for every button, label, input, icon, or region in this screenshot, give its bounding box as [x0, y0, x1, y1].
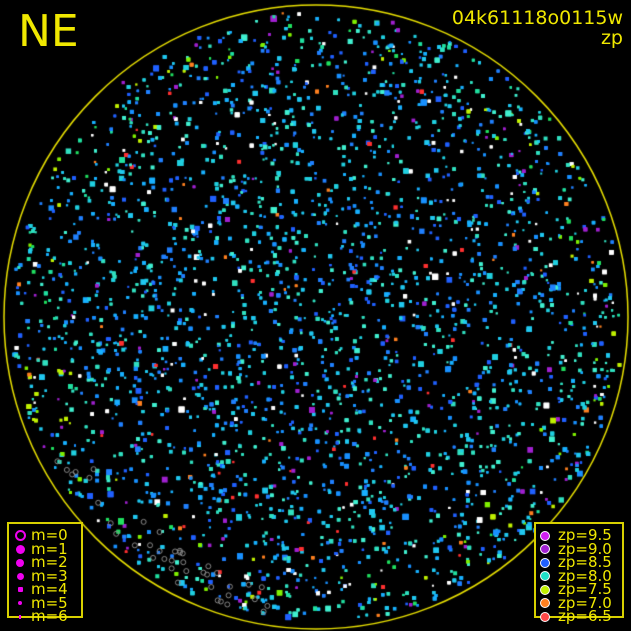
zp-legend-item: zp=9.0: [540, 539, 622, 558]
magnitude-legend-label: m=6: [31, 607, 68, 625]
zp-legend-item: zp=8.0: [540, 566, 622, 585]
magnitude-legend: m=0 m=1 m=2 m=3 m=4 m=5 m=6: [7, 522, 83, 623]
zp-legend-label: zp=7.0: [558, 593, 612, 612]
zp-legend-label: zp=6.5: [558, 607, 612, 625]
magnitude-legend-label: m=0: [31, 526, 68, 544]
zp-legend-item: zp=8.5: [540, 553, 622, 571]
color-swatch-icon: [540, 544, 550, 555]
image-identifier: 04k61118o0115w zp: [452, 8, 623, 48]
zp-legend-label: zp=8.0: [558, 566, 612, 585]
dot-marker-icon: [16, 572, 24, 580]
dot-marker-icon: [17, 587, 23, 593]
magnitude-legend-item: m=4: [9, 580, 81, 598]
color-swatch-icon: [540, 584, 550, 595]
zp-legend-item: zp=6.5: [540, 607, 622, 625]
magnitude-legend-item: m=5: [9, 593, 81, 612]
zp-legend-label: zp=8.5: [558, 553, 612, 571]
zeropoint-legend: zp=9.5 zp=9.0 zp=8.5 zp=8.0 zp=7.5 zp=7.0 zp=6…: [534, 522, 624, 623]
magnitude-legend-item: m=3: [9, 566, 81, 585]
zp-legend-item: zp=7.0: [540, 593, 622, 612]
image-id: 04k61118o0115w: [451, 7, 623, 29]
direction-label: NE: [18, 6, 79, 57]
color-swatch-icon: [540, 598, 550, 609]
ring-marker-icon: [14, 530, 26, 542]
dot-marker-icon: [19, 614, 21, 619]
magnitude-legend-label: m=1: [31, 539, 68, 558]
magnitude-legend-label: m=2: [31, 553, 68, 571]
magnitude-legend-item: m=2: [9, 553, 81, 571]
dot-marker-icon: [15, 544, 25, 554]
magnitude-legend-item: m=0: [9, 526, 81, 544]
magnitude-legend-label: m=3: [31, 566, 68, 585]
color-swatch-icon: [540, 530, 550, 541]
zp-legend-item: zp=9.5: [540, 526, 622, 544]
magnitude-legend-label: m=5: [31, 593, 68, 612]
zp-legend-label: zp=7.5: [558, 580, 612, 598]
zp-legend-label: zp=9.0: [558, 539, 612, 558]
color-swatch-icon: [540, 611, 550, 622]
magnitude-legend-item: m=6: [9, 607, 81, 625]
magnitude-legend-label: m=4: [31, 580, 68, 598]
magnitude-legend-item: m=1: [9, 539, 81, 558]
color-swatch-icon: [540, 557, 550, 568]
zp-legend-item: zp=7.5: [540, 580, 622, 598]
dot-marker-icon: [16, 558, 24, 567]
dot-marker-icon: [18, 601, 22, 606]
plot-mode: zp: [600, 27, 623, 49]
color-swatch-icon: [540, 571, 550, 582]
zp-legend-label: zp=9.5: [558, 526, 612, 544]
